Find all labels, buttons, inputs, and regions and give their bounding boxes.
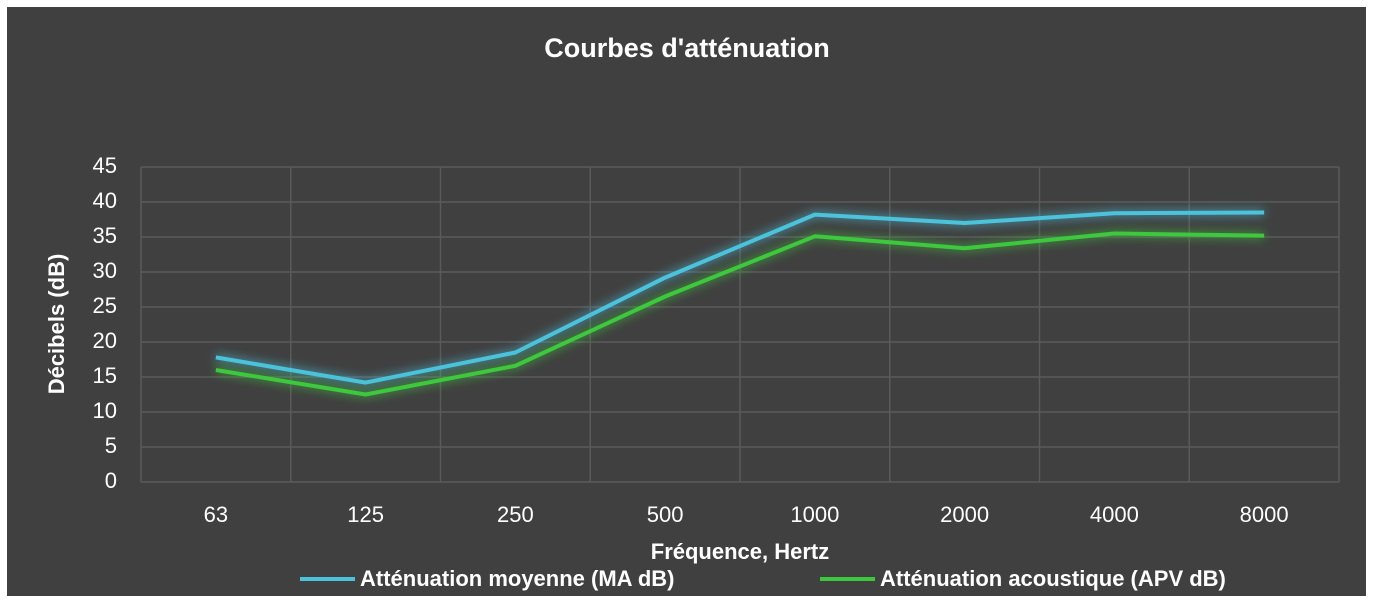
y-tick-label: 5 (105, 433, 117, 458)
chart-title: Courbes d'atténuation (544, 33, 829, 63)
y-tick-label: 35 (93, 223, 117, 248)
series-line (215, 231, 1265, 397)
y-tick-label: 45 (93, 153, 117, 178)
y-tick-label: 30 (93, 258, 117, 283)
legend-label: Atténuation acoustique (APV dB) (880, 566, 1226, 591)
x-axis-label: Fréquence, Hertz (651, 539, 830, 564)
x-tick-label: 2000 (940, 502, 989, 527)
x-tick-label: 125 (347, 502, 384, 527)
y-tick-label: 10 (93, 398, 117, 423)
y-tick-label: 15 (93, 363, 117, 388)
series-line (215, 210, 1265, 385)
x-tick-label: 8000 (1240, 502, 1289, 527)
y-tick-label: 40 (93, 188, 117, 213)
y-axis-label: Décibels (dB) (44, 254, 69, 395)
y-tick-label: 20 (93, 328, 117, 353)
x-tick-label: 4000 (1090, 502, 1139, 527)
legend-label: Atténuation moyenne (MA dB) (360, 566, 675, 591)
x-tick-label: 250 (497, 502, 534, 527)
x-tick-label: 63 (204, 502, 228, 527)
y-tick-label: 25 (93, 293, 117, 318)
x-tick-label: 500 (647, 502, 684, 527)
chart-background (7, 7, 1366, 596)
x-tick-label: 1000 (790, 502, 839, 527)
y-tick-label: 0 (105, 468, 117, 493)
